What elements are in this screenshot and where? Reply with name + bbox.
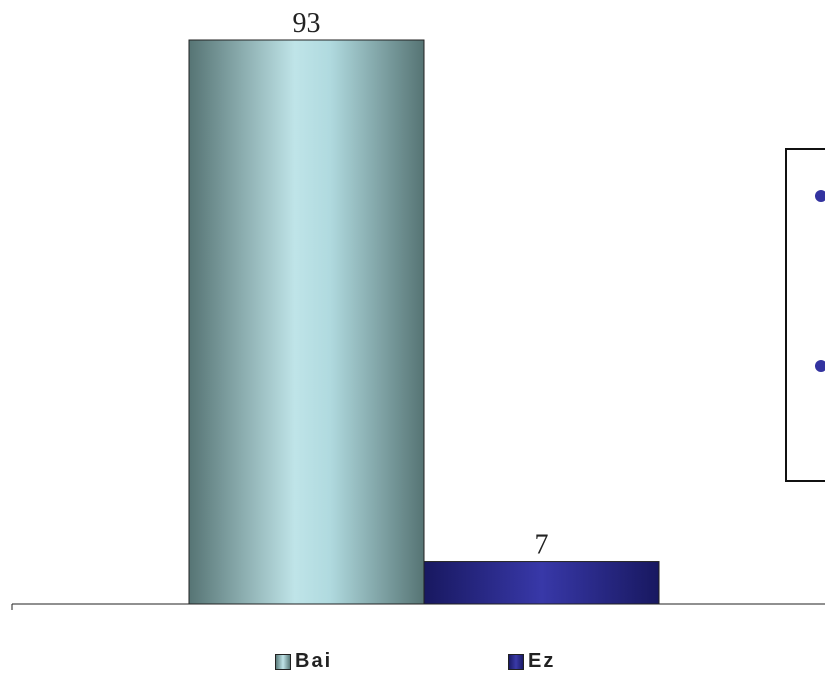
bar-ez — [423, 561, 660, 605]
bars-group — [188, 39, 660, 605]
data-labels-group: 93 7 — [293, 8, 549, 561]
data-label-ez: 7 — [535, 530, 549, 561]
bar-bai — [188, 39, 425, 605]
bullet-icon — [815, 360, 825, 372]
data-label-bai: 93 — [293, 8, 321, 39]
legend-label-ez: Ez — [528, 650, 556, 672]
legend: Bai Ez — [0, 650, 825, 674]
side-note-panel — [785, 148, 825, 482]
legend-swatch-bai — [275, 653, 291, 670]
legend-label-bai: Bai — [295, 650, 333, 672]
legend-item-bai: Bai — [275, 650, 332, 673]
legend-swatch-ez — [508, 653, 524, 670]
legend-item-ez: Ez — [508, 650, 555, 673]
bullet-icon — [815, 190, 825, 202]
